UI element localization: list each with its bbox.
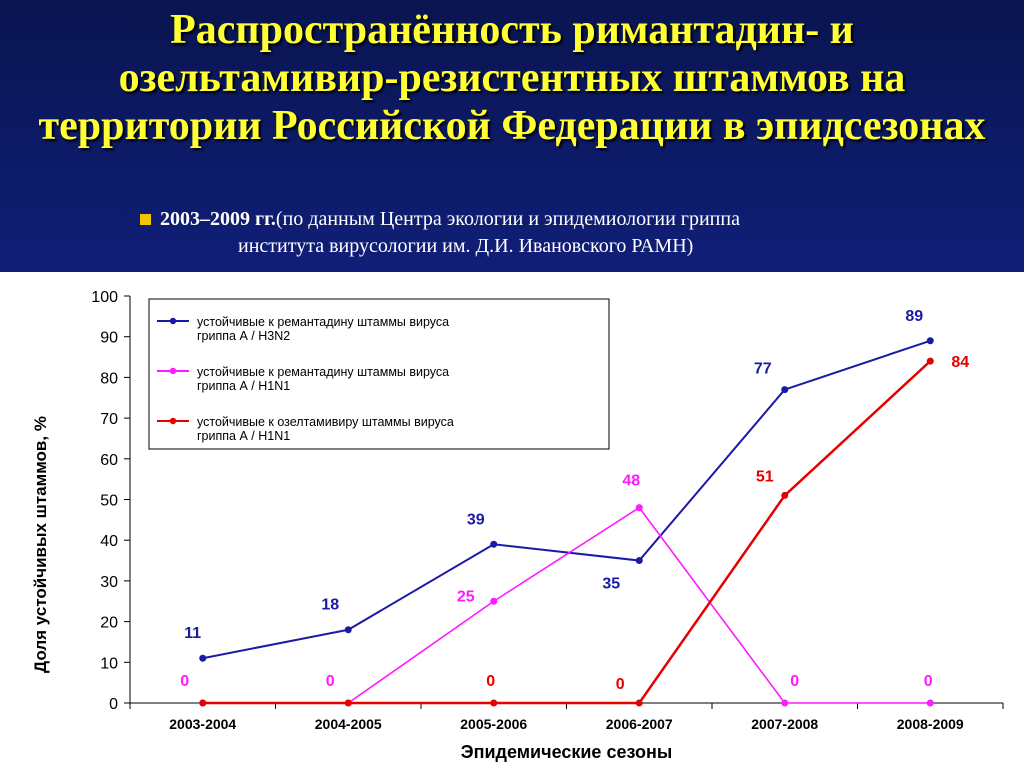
data-label: 77 — [754, 361, 772, 378]
legend-entry-text: устойчивые к ремантадину штаммы вируса — [197, 315, 449, 329]
subtitle-source-start: (по данным Центра экологии и эпидемиолог… — [275, 208, 740, 230]
data-point — [635, 504, 643, 512]
y-tick-label: 0 — [109, 696, 118, 713]
data-label: 25 — [457, 588, 475, 605]
data-label: 39 — [467, 511, 485, 528]
data-point — [635, 699, 643, 707]
data-point — [344, 699, 352, 707]
data-label: 0 — [924, 673, 933, 690]
y-tick-label: 70 — [100, 411, 118, 428]
legend-entry-text: гриппа А / H3N2 — [197, 329, 290, 343]
data-point — [926, 699, 934, 707]
data-label: 11 — [184, 625, 201, 642]
x-tick-label: 2007-2008 — [751, 716, 818, 732]
data-point — [781, 491, 789, 499]
data-point — [781, 386, 789, 394]
x-axis-title: Эпидемические сезоны — [461, 742, 672, 762]
data-label: 0 — [486, 673, 495, 690]
data-label: 0 — [616, 676, 625, 693]
data-label: 0 — [790, 673, 799, 690]
bullet-square-icon — [140, 214, 151, 225]
data-label: 84 — [951, 354, 969, 371]
data-label: 89 — [905, 308, 923, 325]
y-tick-label: 10 — [100, 655, 118, 672]
subtitle-line-1: 2003–2009 гг.(по данным Центра экологии … — [160, 206, 740, 232]
legend-swatch-marker — [169, 367, 177, 375]
data-point — [926, 357, 934, 365]
data-label: 18 — [321, 597, 339, 614]
legend-swatch-marker — [169, 417, 177, 425]
y-tick-label: 80 — [100, 370, 118, 387]
y-axis-title: Доля устойчивых штаммов, % — [31, 416, 50, 673]
legend-entry-text: гриппа А / H1N1 — [197, 429, 290, 443]
y-tick-label: 100 — [91, 289, 118, 306]
y-tick-label: 20 — [100, 615, 118, 632]
data-label: 0 — [180, 673, 189, 690]
data-point — [490, 597, 498, 605]
legend-box — [148, 298, 610, 450]
x-tick-label: 2004-2005 — [315, 716, 382, 732]
line-chart: 0 10 20 30 40 50 60 70 80 90 100 2003-2004 2004-2005… — [31, 289, 1004, 762]
legend-entry-text: гриппа А / H1N1 — [197, 379, 290, 393]
y-tick-label: 40 — [100, 533, 118, 550]
slide-title: Распространённость римантадин- и озельта… — [38, 7, 986, 149]
data-point — [781, 699, 789, 707]
data-label: 48 — [622, 473, 640, 490]
data-point — [635, 557, 643, 565]
y-tick-label: 30 — [100, 574, 118, 591]
legend-swatch-marker — [169, 317, 177, 325]
data-point — [926, 337, 934, 345]
data-label: 0 — [326, 673, 335, 690]
series-line — [202, 506, 931, 704]
data-label: 51 — [756, 468, 774, 485]
y-tick-label: 90 — [100, 330, 118, 347]
data-point — [344, 626, 352, 634]
y-tick-label: 60 — [100, 452, 118, 469]
data-label: 35 — [602, 576, 620, 593]
subtitle-line-2: института вирусологии им. Д.И. Ивановско… — [238, 235, 694, 257]
x-tick-label: 2005-2006 — [460, 716, 527, 732]
x-tick-label: 2008-2009 — [897, 716, 964, 732]
y-tick-label: 50 — [100, 493, 118, 510]
series-line — [202, 360, 932, 705]
slide-header: Распространённость римантадин- и озельта… — [0, 0, 1024, 272]
data-point — [490, 540, 498, 548]
series-line — [202, 339, 931, 660]
legend-entry-text: устойчивые к ремантадину штаммы вируса — [197, 365, 449, 379]
subtitle-period: 2003–2009 гг. — [160, 208, 276, 230]
data-point — [490, 699, 498, 707]
x-tick-label: 2006-2007 — [606, 716, 673, 732]
data-point — [199, 699, 207, 707]
x-tick-label: 2003-2004 — [169, 716, 236, 732]
legend-entry-text: устойчивые к озелтамивиру штаммы вируса — [197, 415, 454, 429]
data-point — [199, 654, 207, 662]
